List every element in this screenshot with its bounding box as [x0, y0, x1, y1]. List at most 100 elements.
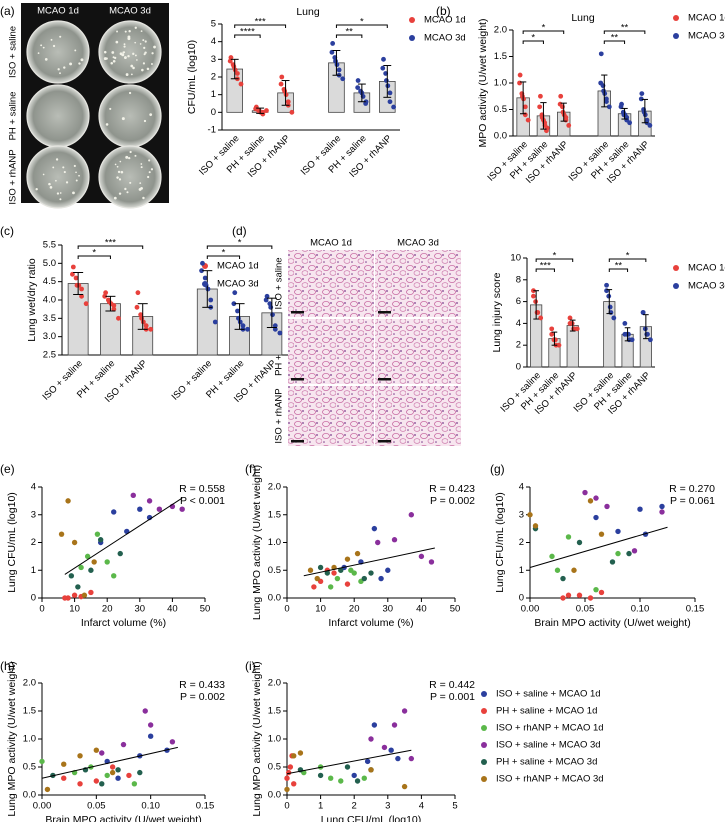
colony: [112, 59, 116, 63]
scale-bar: [378, 440, 391, 443]
colony: [56, 192, 60, 195]
data-point: [267, 301, 273, 307]
legend-label: MCAO 1d: [688, 263, 725, 274]
data-point: [522, 104, 528, 110]
significance-label: **: [345, 27, 353, 38]
legend-marker: [481, 742, 487, 748]
y-tick-label: 1.0: [268, 734, 281, 745]
data-point: [609, 559, 616, 565]
data-point: [574, 326, 580, 332]
panel-label: (e): [0, 462, 15, 476]
colony: [123, 45, 126, 48]
colony: [140, 163, 143, 165]
colony: [142, 196, 145, 200]
y-axis-label: Lung MPO activity (U/wet weight): [251, 465, 263, 620]
stat-annotation: R = 0.558: [179, 483, 225, 495]
stat-annotation: R = 0.433: [179, 679, 225, 691]
data-point: [99, 781, 105, 787]
histology-image: [375, 386, 461, 446]
data-point: [334, 62, 340, 68]
regression-line: [303, 547, 435, 577]
colony: [130, 73, 133, 76]
y-tick-label: -1: [208, 125, 216, 136]
colony: [132, 66, 135, 70]
colony: [49, 186, 53, 189]
data-point: [311, 584, 317, 590]
plate: [98, 20, 162, 84]
y-tick-label: 1.5: [268, 509, 281, 520]
data-point: [77, 781, 83, 787]
legend-label: MCAO 1d: [688, 13, 725, 24]
panel-label: (g): [490, 462, 505, 476]
x-tick-label: 50: [450, 604, 461, 615]
y-axis-label: MPO activity (U/wet weight): [477, 19, 489, 148]
data-point: [278, 81, 284, 87]
colony: [124, 187, 127, 191]
y-tick-label: 4: [519, 482, 524, 493]
colony: [52, 166, 55, 169]
data-point: [116, 315, 121, 321]
colony: [62, 166, 65, 169]
significance-label: *: [531, 33, 535, 44]
y-axis-label: Lung wet/dry ratio: [26, 258, 38, 342]
data-point: [314, 575, 320, 582]
significance-bracket: [608, 268, 629, 272]
plate: [98, 84, 162, 148]
data-point: [270, 312, 275, 318]
data-point: [71, 592, 78, 598]
colony: [110, 61, 113, 65]
colony: [74, 49, 77, 52]
y-tick-label: 2.0: [23, 678, 36, 689]
regression-line: [529, 526, 668, 568]
plate-row-label: ISO + rhANP: [8, 149, 19, 204]
data-point: [289, 109, 295, 115]
data-point: [263, 297, 269, 303]
data-point: [111, 509, 117, 515]
data-point: [334, 575, 341, 582]
colony: [118, 192, 122, 195]
data-point: [627, 120, 633, 126]
data-point: [76, 282, 82, 288]
colony: [75, 179, 78, 182]
data-point: [640, 310, 646, 315]
data-point: [179, 506, 185, 512]
x-axis-label: Lung CFU/mL (log10): [321, 814, 422, 822]
colony: [113, 56, 117, 60]
x-tick-label: 1: [318, 801, 323, 812]
legend-marker: [481, 725, 487, 731]
colony: [134, 26, 137, 29]
colony: [143, 46, 146, 49]
colony: [103, 57, 107, 61]
scale-bar: [291, 440, 304, 443]
data-point: [260, 111, 266, 117]
panel-label: (f): [245, 462, 256, 476]
colony: [55, 179, 57, 182]
data-point: [291, 753, 297, 759]
data-point: [371, 722, 378, 728]
data-point: [380, 65, 386, 71]
colony: [144, 40, 147, 43]
significance-label: ***: [540, 261, 551, 272]
colony: [146, 67, 150, 71]
colony: [151, 52, 154, 55]
colony: [119, 160, 122, 163]
histology-image: [288, 386, 374, 446]
legend-label: MCAO 3d: [688, 281, 725, 292]
x-tick-label: 0.05: [576, 604, 595, 615]
histology-image: [288, 319, 374, 384]
data-point: [138, 312, 144, 318]
data-point: [587, 498, 594, 504]
significance-bracket: [234, 34, 261, 38]
data-point: [647, 123, 653, 128]
data-point: [202, 275, 208, 281]
data-point: [383, 78, 389, 83]
data-point: [361, 575, 367, 582]
data-point: [351, 570, 357, 576]
data-point: [368, 736, 374, 742]
data-point: [626, 550, 632, 557]
data-point: [338, 567, 344, 573]
colony: [116, 176, 119, 179]
data-point: [344, 764, 351, 770]
data-point: [77, 753, 83, 759]
data-point: [232, 290, 238, 296]
